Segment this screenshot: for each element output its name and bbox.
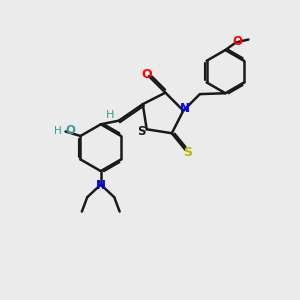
Text: S: S <box>137 125 146 138</box>
Text: O: O <box>141 68 152 81</box>
Text: S: S <box>183 146 192 159</box>
Text: N: N <box>96 179 106 192</box>
Text: H: H <box>106 110 115 120</box>
Text: H: H <box>54 126 62 136</box>
Text: O: O <box>232 34 242 47</box>
Text: N: N <box>180 102 190 115</box>
Text: O: O <box>65 124 75 137</box>
